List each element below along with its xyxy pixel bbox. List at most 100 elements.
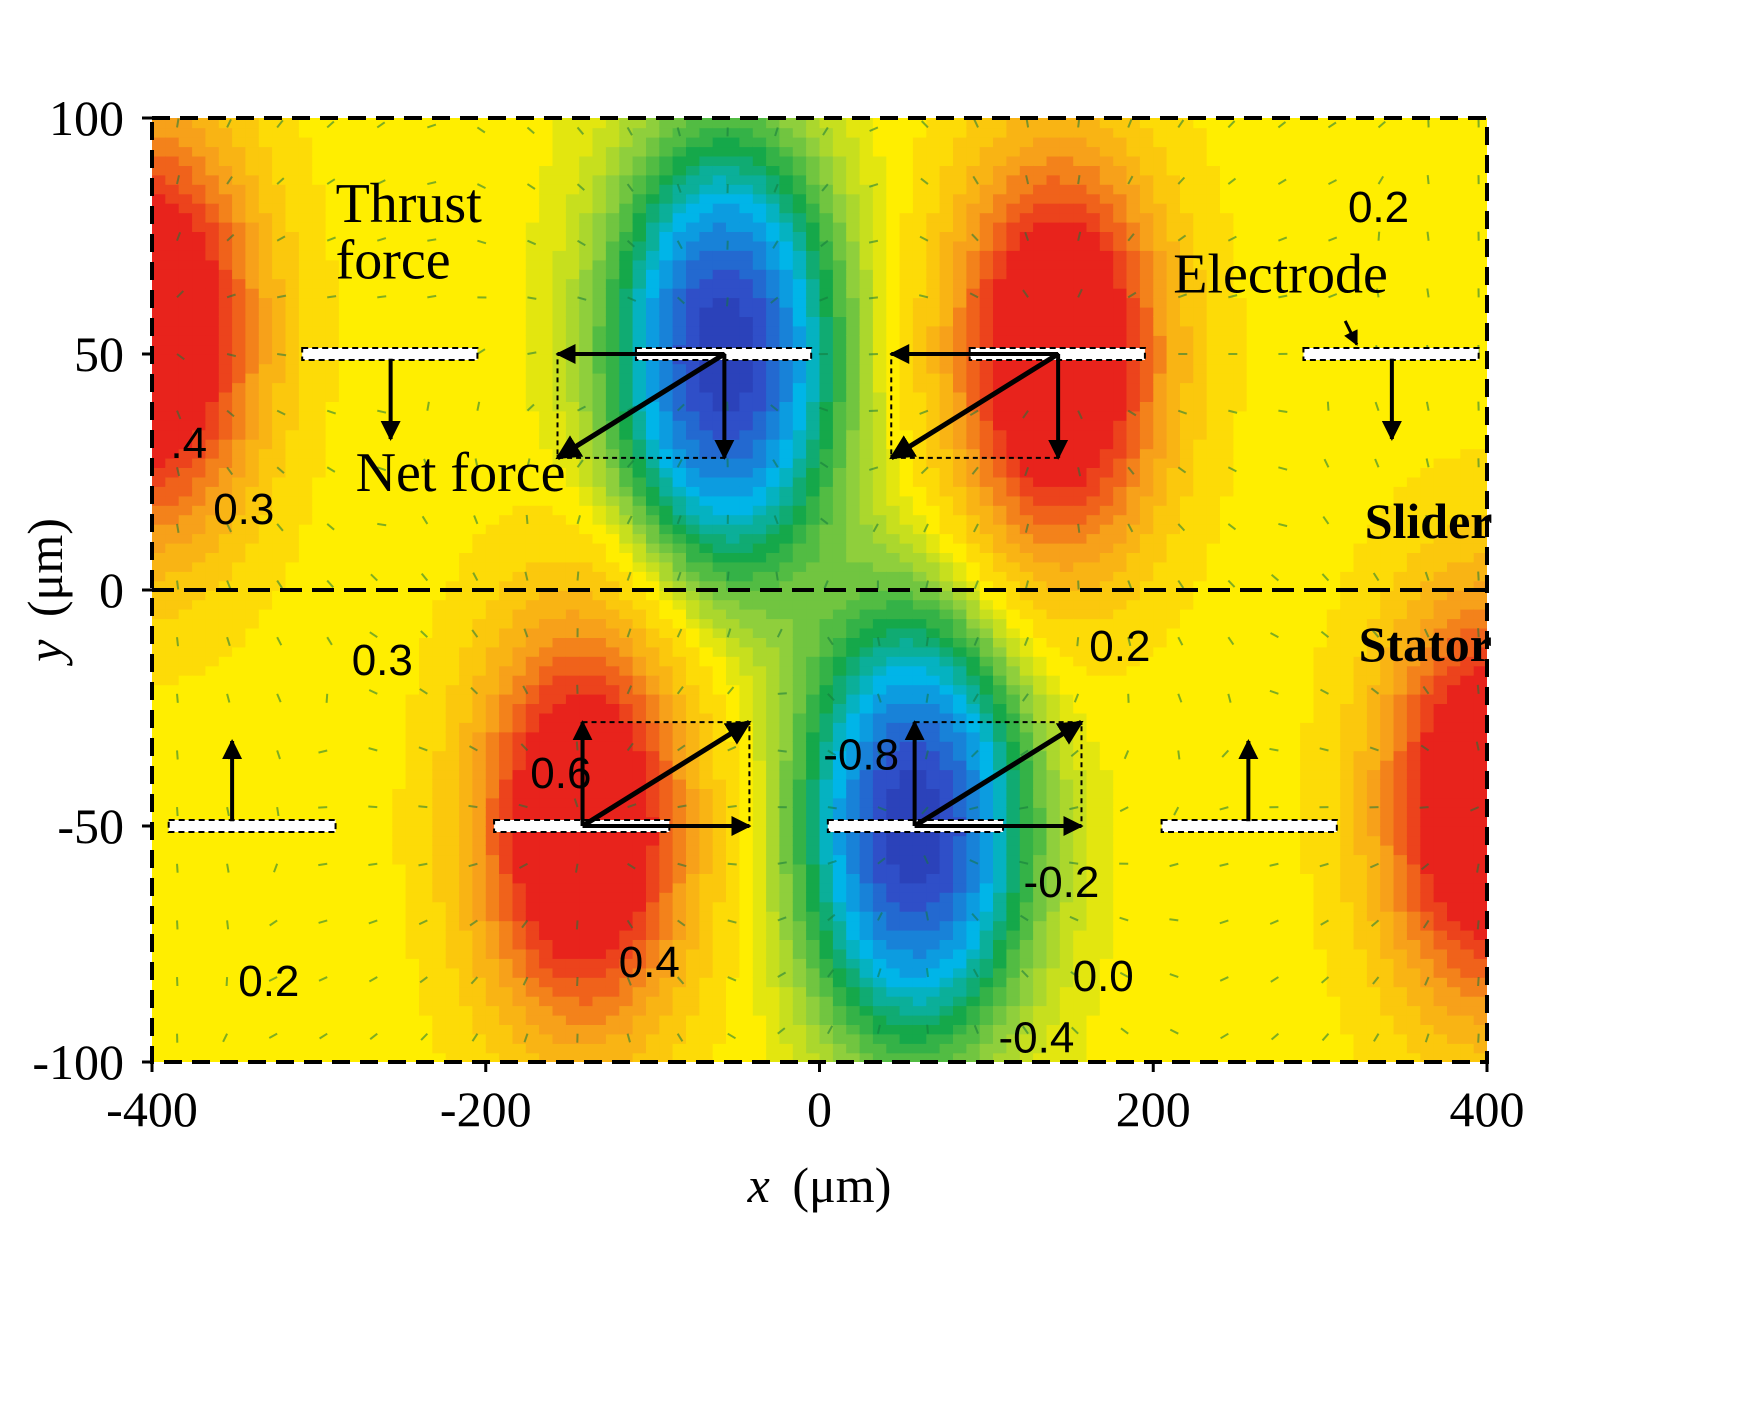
field-cell	[258, 495, 273, 506]
field-cell	[806, 1005, 821, 1016]
field-cell	[686, 1043, 701, 1054]
field-cell	[165, 1024, 180, 1035]
field-cell	[298, 835, 313, 846]
field-cell	[525, 363, 540, 374]
field-cell	[726, 372, 741, 384]
field-cell	[218, 948, 233, 959]
field-cell	[752, 382, 767, 393]
field-cell	[232, 873, 247, 884]
field-cell	[472, 184, 487, 195]
field-cell	[325, 382, 340, 393]
field-cell	[619, 882, 634, 893]
field-cell	[579, 627, 594, 638]
field-cell	[205, 599, 220, 610]
field-cell	[619, 835, 634, 846]
field-cell	[485, 533, 500, 544]
field-cell	[525, 929, 540, 940]
field-cell	[752, 807, 767, 818]
field-cell	[605, 580, 620, 591]
field-cell	[325, 429, 340, 440]
field-cell	[525, 240, 540, 251]
field-cell	[365, 1024, 380, 1035]
field-cell	[232, 231, 247, 242]
field-cell	[459, 165, 474, 176]
field-cell	[739, 1014, 754, 1025]
field-cell	[178, 250, 193, 261]
field-cell	[445, 372, 460, 384]
field-cell	[192, 580, 207, 591]
field-cell	[245, 769, 260, 780]
field-cell	[459, 854, 474, 865]
field-cell	[739, 212, 754, 223]
field-cell	[699, 325, 714, 336]
field-cell	[325, 514, 340, 525]
field-cell	[579, 203, 594, 214]
field-cell	[459, 184, 474, 195]
field-cell	[605, 297, 620, 308]
field-cell	[512, 212, 527, 223]
field-cell	[672, 136, 687, 148]
field-cell	[325, 240, 340, 251]
field-cell	[699, 231, 714, 242]
field-cell	[592, 1033, 607, 1044]
field-cell	[285, 212, 300, 223]
field-cell	[379, 769, 394, 780]
field-cell	[792, 514, 807, 525]
field-cell	[779, 118, 794, 129]
field-cell	[552, 1033, 567, 1044]
field-cell	[739, 221, 754, 232]
field-cell	[218, 656, 233, 667]
field-cell	[459, 1024, 474, 1035]
field-cell	[472, 571, 487, 582]
field-cell	[218, 203, 233, 214]
field-cell	[205, 665, 220, 676]
field-cell	[792, 401, 807, 412]
field-cell	[218, 467, 233, 478]
field-cell	[699, 722, 714, 733]
field-cell	[258, 1005, 273, 1016]
field-cell	[499, 523, 514, 535]
field-cell	[686, 439, 701, 450]
field-cell	[165, 325, 180, 336]
field-cell	[405, 136, 420, 148]
field-cell	[405, 372, 420, 384]
field-cell	[552, 863, 567, 874]
field-cell	[659, 193, 674, 204]
field-cell	[285, 401, 300, 412]
field-cell	[592, 325, 607, 336]
field-cell	[405, 476, 420, 487]
field-cell	[178, 675, 193, 686]
field-cell	[152, 693, 167, 704]
field-cell	[739, 590, 754, 601]
field-cell	[605, 165, 620, 176]
field-cell	[806, 1043, 821, 1054]
field-cell	[646, 221, 661, 232]
field-cell	[485, 731, 500, 742]
field-cell	[205, 769, 220, 780]
field-cell	[592, 410, 607, 421]
field-cell	[565, 608, 581, 620]
field-cell	[659, 637, 674, 648]
field-cell	[165, 552, 180, 563]
field-cell	[272, 203, 287, 214]
field-cell	[472, 1052, 487, 1062]
field-cell	[806, 618, 821, 629]
field-cell	[392, 410, 407, 421]
field-cell	[739, 731, 754, 742]
field-cell	[472, 193, 487, 204]
field-cell	[646, 448, 661, 459]
field-cell	[552, 514, 567, 525]
field-cell	[392, 136, 407, 148]
field-cell	[419, 684, 434, 695]
field-cell	[752, 693, 767, 704]
field-cell	[686, 958, 701, 969]
field-cell	[392, 476, 407, 487]
field-cell	[432, 127, 447, 138]
field-cell	[539, 684, 554, 695]
field-cell	[752, 363, 767, 374]
field-cell	[726, 807, 741, 818]
field-cell	[592, 1052, 607, 1062]
field-cell	[539, 901, 554, 912]
field-cell	[205, 759, 220, 771]
field-cell	[779, 939, 794, 950]
